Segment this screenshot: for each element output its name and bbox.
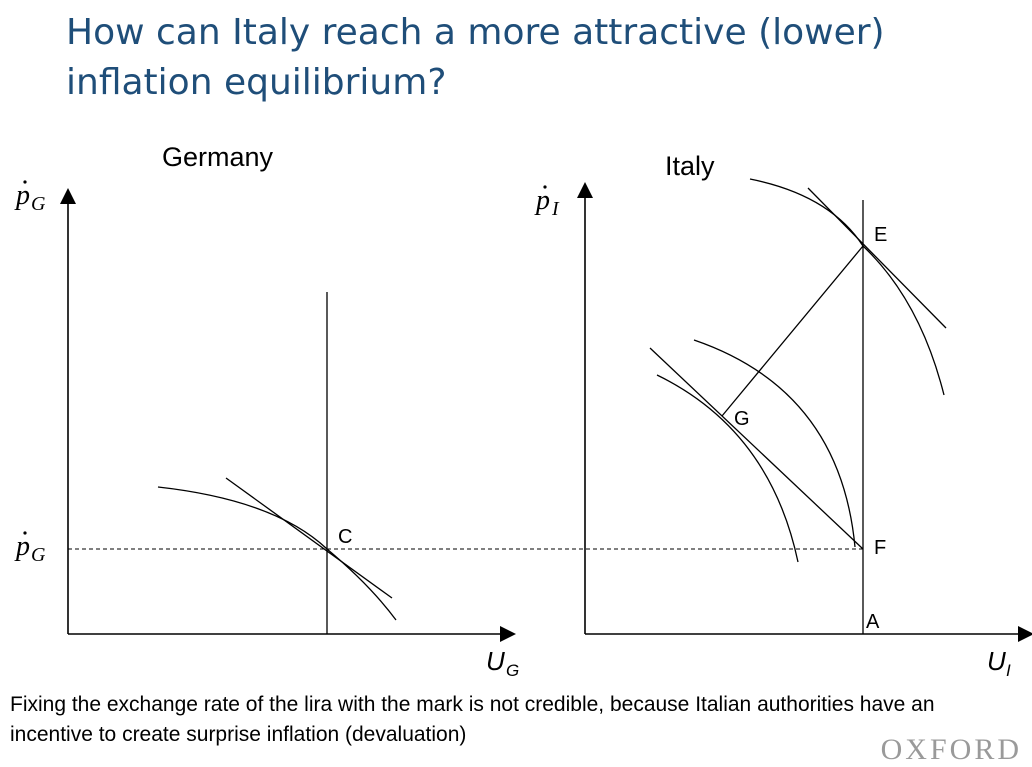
svg-text:G: G (506, 661, 519, 680)
svg-text:I: I (551, 198, 560, 220)
svg-text:G: G (31, 193, 46, 215)
svg-text:U: U (987, 646, 1006, 676)
germany-tangent-line (225, 477, 393, 599)
germany-y-axis-label: p G (14, 180, 46, 215)
italy-lower-left-indifference-curve (656, 374, 799, 563)
point-e-label: E (874, 224, 887, 246)
svg-text:I: I (1006, 661, 1011, 680)
point-g-label: G (734, 408, 750, 430)
slide-caption: Fixing the exchange rate of the lira wit… (10, 693, 935, 746)
slide-title: How can Italy reach a more attractive (l… (66, 12, 885, 103)
germany-inflation-level-label: p G (14, 531, 46, 566)
point-f-label: F (874, 537, 886, 559)
italy-x-axis-label: U I (987, 646, 1011, 680)
italy-upper-indifference-curve (749, 178, 945, 396)
italy-line-to-f (649, 347, 864, 550)
inflation-equilibrium-diagram: Germany p G p G U G C Italy (14, 142, 1032, 680)
italy-panel: Italy p I U I E G F A (534, 151, 1032, 680)
svg-text:p: p (14, 180, 30, 211)
svg-text:U: U (486, 646, 505, 676)
germany-indifference-curve (157, 486, 397, 621)
point-a-label: A (866, 611, 880, 633)
italy-upper-tangent-line (807, 187, 947, 329)
svg-text:p: p (14, 531, 30, 562)
germany-label: Germany (162, 142, 274, 172)
svg-text:p: p (534, 185, 550, 216)
italy-middle-indifference-curve (693, 339, 856, 548)
germany-x-axis-label: U G (486, 646, 519, 680)
point-c-label: C (338, 526, 352, 548)
germany-panel: Germany p G p G U G C (14, 142, 519, 680)
italy-label: Italy (665, 151, 715, 181)
oxford-logo: OXFORD (880, 733, 1022, 766)
italy-connecting-line-e-to-g (721, 245, 864, 417)
italy-y-axis-label: p I (534, 185, 560, 220)
svg-text:G: G (31, 544, 46, 566)
